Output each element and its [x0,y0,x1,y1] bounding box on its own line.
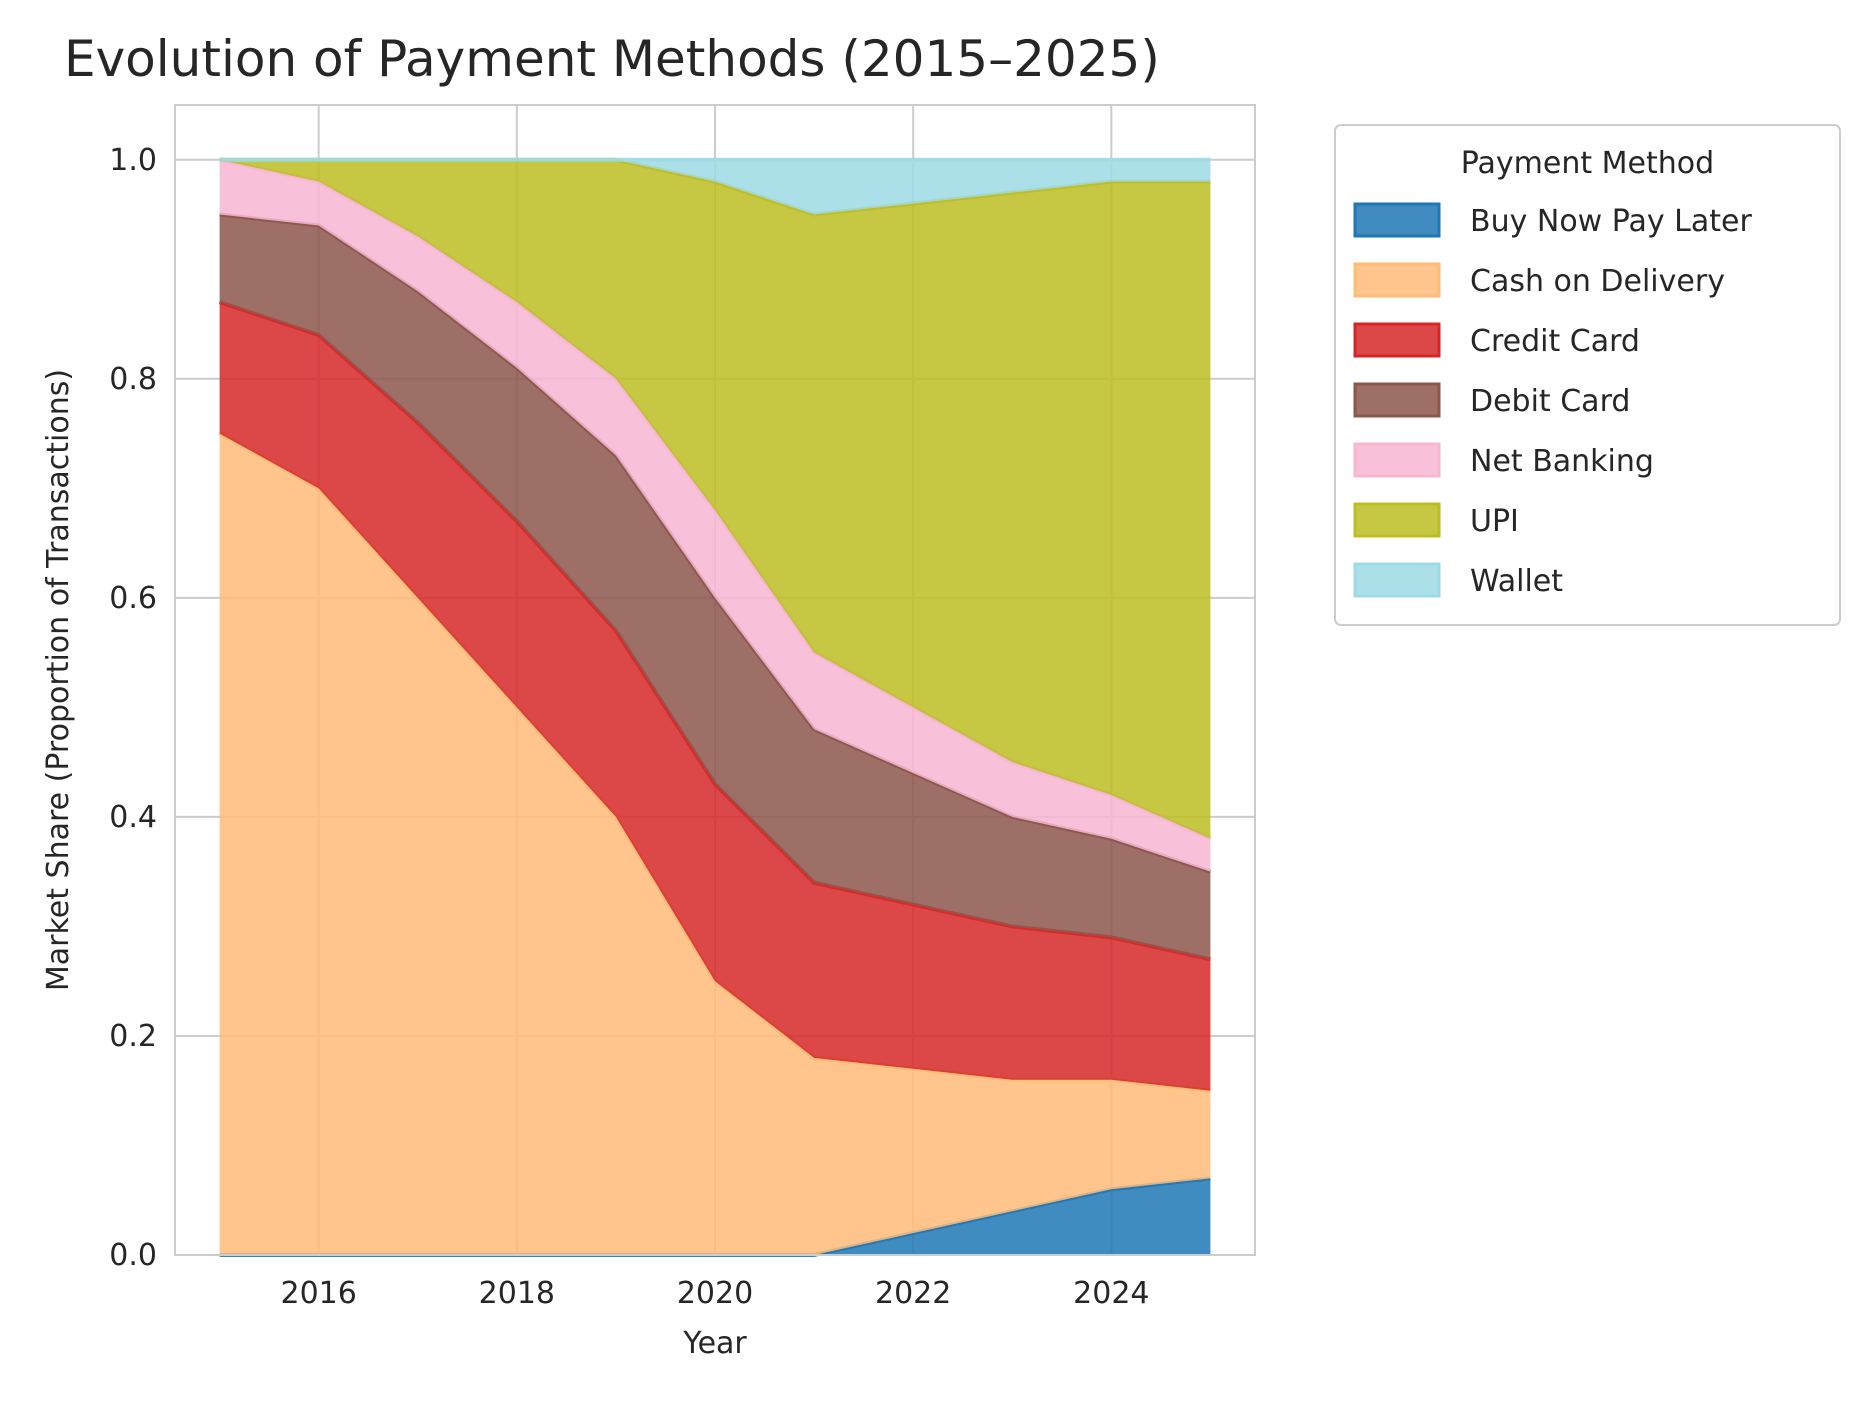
y-tick-label: 0.2 [109,1019,157,1054]
area-credit-card [219,302,1211,1091]
legend-label-buy-now-pay-later: Buy Now Pay Later [1470,204,1752,239]
area-debit-card [219,214,1211,960]
x-tick-label: 2018 [479,1276,555,1311]
legend-title: Payment Method [1461,146,1714,181]
x-tick-label: 2016 [280,1276,356,1311]
legend-label-net-banking: Net Banking [1470,444,1654,479]
legend-label-wallet: Wallet [1470,564,1563,599]
legend-swatch-upi [1353,502,1441,538]
y-tick-label: 1.0 [109,143,157,178]
plot-areas [218,157,1212,1257]
area-cash-on-delivery [219,433,1211,1255]
legend-swatch-wallet [1353,562,1441,598]
legend-swatch-buy-now-pay-later [1353,202,1441,238]
x-tick-label: 2020 [677,1276,753,1311]
legend: Payment Method Buy Now Pay Later Cash on … [1334,124,1841,626]
plot-frame [174,104,1256,1256]
chart-title: Evolution of Payment Methods (2015–2025) [64,30,1160,88]
legend-label-cash-on-delivery: Cash on Delivery [1470,264,1725,299]
legend-swatch-credit-card [1353,322,1441,358]
legend-frame [1334,124,1841,626]
legend-label-upi: UPI [1470,504,1519,539]
legend-label-debit-card: Debit Card [1470,384,1630,419]
legend-swatch-net-banking [1353,442,1441,478]
area-net-banking [219,159,1211,872]
x-tick-label: 2022 [875,1276,951,1311]
y-tick-label: 0.4 [109,800,157,835]
area-wallet [219,159,1211,215]
tick-labels: 2016 2018 2020 2022 2024 0.0 0.2 0.4 0.6 0.8 1.0 [109,143,1149,1311]
x-axis-label: Year [682,1326,747,1361]
y-tick-label: 0.6 [109,581,157,616]
legend-swatch-cash-on-delivery [1353,262,1441,298]
y-axis-label: Market Share (Proportion of Transactions… [41,369,76,991]
area-upi [219,159,1211,839]
legend-swatch-debit-card [1353,382,1441,418]
area-buy-now-pay-later [219,1178,1211,1255]
y-tick-label: 0.0 [109,1238,157,1273]
x-tick-label: 2024 [1073,1276,1149,1311]
legend-label-credit-card: Credit Card [1470,324,1640,359]
y-tick-label: 0.8 [109,362,157,397]
